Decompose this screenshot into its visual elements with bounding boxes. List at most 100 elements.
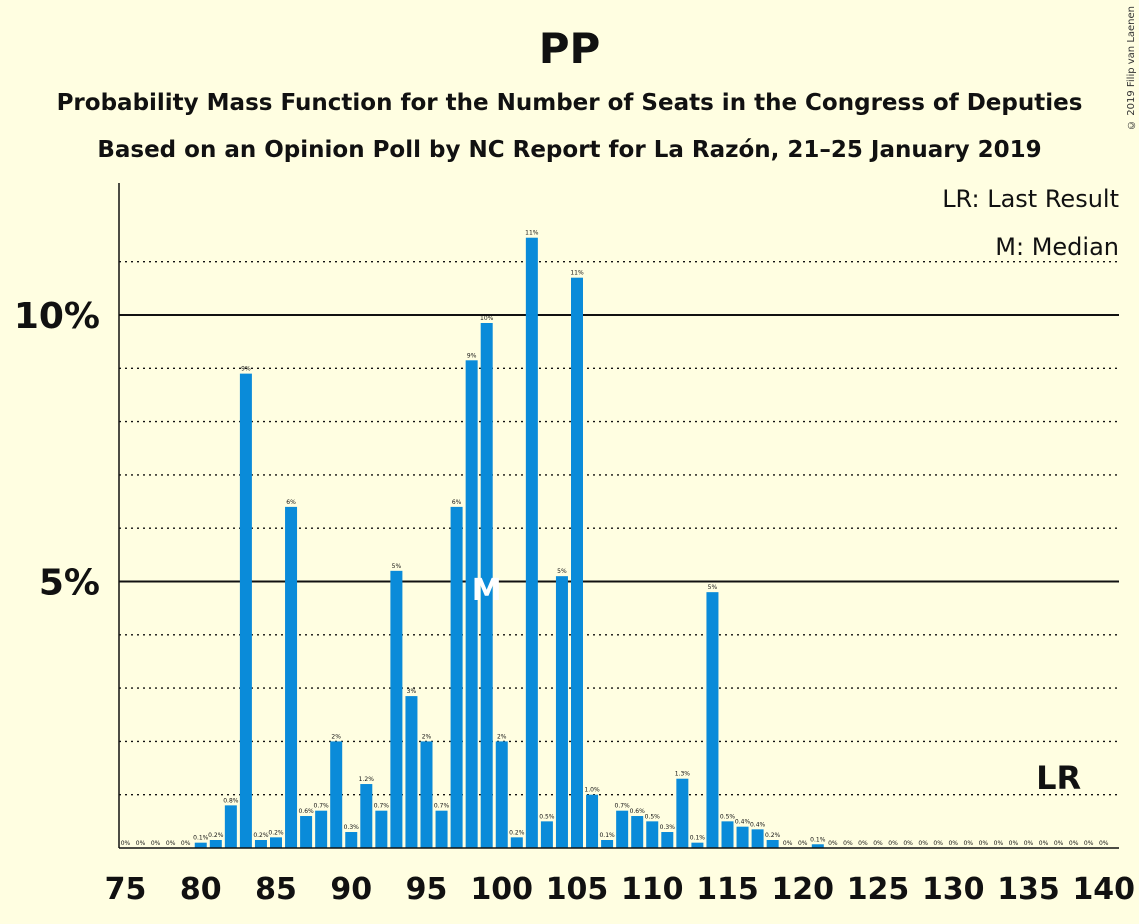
bar-value-label: 0% (873, 840, 883, 847)
bar-seat-109 (631, 816, 644, 848)
bar-value-label: 0.7% (374, 803, 390, 810)
chart-subtitle-2: Based on an Opinion Poll by NC Report fo… (97, 137, 1042, 163)
bar-value-label: 5% (392, 563, 402, 570)
bar-value-label: 0.2% (253, 832, 269, 839)
bar-seat-81 (209, 840, 222, 848)
bar-seat-89 (330, 741, 343, 848)
bar-value-label: 0% (1024, 840, 1034, 847)
bar-seat-105 (571, 277, 583, 848)
bar-value-label: 5% (708, 584, 718, 591)
bar-value-label: 0.5% (720, 813, 736, 820)
bar-seat-97 (450, 506, 463, 848)
bar-value-label: 11% (570, 270, 584, 277)
bar-value-label: 6% (452, 499, 462, 506)
bar-value-label: 0.2% (208, 832, 224, 839)
bar-value-label: 0% (948, 840, 958, 847)
x-tick-label: 80 (180, 872, 222, 907)
x-tick-label: 115 (696, 872, 759, 907)
x-tick-label: 135 (997, 872, 1060, 907)
bar-value-label: 0.1% (690, 835, 706, 842)
bar-value-label: 0% (828, 840, 838, 847)
x-tick-label: 105 (546, 872, 609, 907)
bar-seat-95 (420, 741, 433, 848)
bar-value-label: 0% (166, 840, 176, 847)
bar-seat-85 (270, 837, 282, 848)
bar-value-label: 0.7% (434, 803, 450, 810)
bar-value-label: 0% (979, 840, 989, 847)
bar-value-label: 0.3% (344, 824, 360, 831)
bar-seat-110 (646, 821, 659, 848)
bar-value-label: 0.4% (735, 819, 751, 826)
bar-value-label: 2% (331, 733, 341, 740)
bar-seat-114 (706, 592, 719, 848)
bar-seat-94 (405, 696, 418, 848)
bar-value-label: 0.8% (223, 797, 239, 804)
x-tick-label: 75 (105, 872, 147, 907)
chart-subtitle-1: Probability Mass Function for the Number… (56, 90, 1083, 116)
bar-value-label: 0.1% (193, 835, 209, 842)
x-tick-label: 85 (255, 872, 297, 907)
bar-value-label: 0% (1009, 840, 1019, 847)
bar-seat-83 (239, 373, 252, 848)
legend-median: M: Median (995, 233, 1119, 261)
bar-value-label: 0% (783, 840, 793, 847)
bar-seat-80 (194, 842, 207, 848)
bar-seat-116 (736, 826, 749, 848)
legend-last-result: LR: Last Result (942, 185, 1119, 213)
bar-seat-88 (315, 810, 328, 848)
bar-value-label: 0.5% (539, 813, 555, 820)
bar-seat-103 (540, 821, 553, 848)
bar-value-label: 0% (1069, 840, 1079, 847)
bar-value-label: 0.2% (509, 829, 525, 836)
bar-seat-82 (224, 805, 237, 848)
bar-seat-121 (811, 844, 824, 848)
bar-value-label: 2% (497, 733, 507, 740)
bar-value-label: 0% (136, 840, 146, 847)
bar-value-label: 0.2% (765, 832, 781, 839)
bar-value-label: 2% (422, 733, 432, 740)
bar-seat-84 (254, 840, 267, 848)
bar-seat-108 (616, 810, 629, 848)
bar-value-label: 1.3% (675, 771, 691, 778)
bar-seat-111 (661, 832, 674, 848)
bar-value-label: 1.0% (584, 787, 600, 794)
bar-value-label: 0% (121, 840, 131, 847)
x-tick-label: 125 (847, 872, 910, 907)
bar-seat-99 (480, 322, 493, 848)
median-marker: M (472, 573, 502, 608)
bar-seat-117 (751, 829, 764, 848)
x-tick-label: 95 (406, 872, 448, 907)
bar-value-label: 0.6% (630, 808, 646, 815)
bar-value-label: 10% (480, 315, 494, 322)
bar-value-label: 0.1% (810, 836, 826, 843)
bar-seat-113 (691, 842, 704, 848)
bar-value-label: 0.4% (750, 821, 766, 828)
bar-value-label: 3% (407, 688, 417, 695)
bar-value-label: 0.2% (268, 829, 284, 836)
bar-value-label: 0% (181, 840, 191, 847)
bar-seat-91 (360, 784, 373, 848)
x-tick-label: 120 (771, 872, 834, 907)
bar-seat-102 (525, 237, 538, 849)
x-tick-label: 130 (922, 872, 985, 907)
bar-value-label: 6% (286, 499, 296, 506)
bar-value-label: 0.7% (615, 803, 631, 810)
bar-value-label: 0.6% (298, 808, 314, 815)
x-tick-label: 100 (470, 872, 533, 907)
bar-seat-86 (285, 506, 298, 848)
bar-seat-112 (676, 778, 689, 848)
bar-value-label: 9% (467, 352, 477, 359)
last-result-marker: LR (1036, 759, 1081, 797)
bar-value-label: 0% (1084, 840, 1094, 847)
bar-value-label: 0.5% (645, 813, 661, 820)
bar-seat-93 (390, 570, 403, 848)
bar-seat-96 (435, 810, 448, 848)
bar-seat-118 (766, 840, 779, 848)
y-tick-label: 5% (39, 563, 100, 604)
y-tick-label: 10% (14, 296, 100, 337)
x-tick-label: 140 (1072, 872, 1135, 907)
x-tick-label: 90 (330, 872, 372, 907)
bar-value-label: 0% (1039, 840, 1049, 847)
bar-value-label: 0% (1054, 840, 1064, 847)
